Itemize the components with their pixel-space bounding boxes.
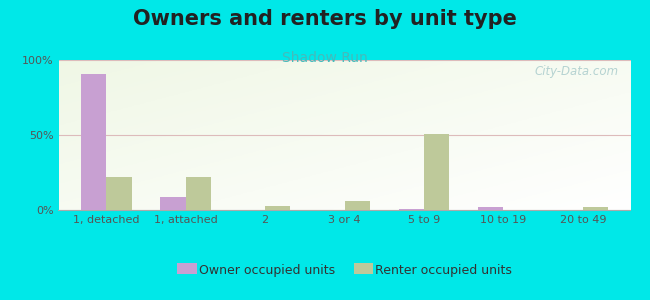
Legend: Owner occupied units, Renter occupied units: Owner occupied units, Renter occupied un…	[172, 259, 517, 282]
Bar	[160, 196, 186, 210]
Bar	[106, 177, 131, 210]
Bar	[398, 208, 424, 210]
Text: City-Data.com: City-Data.com	[535, 64, 619, 77]
Bar	[583, 207, 608, 210]
Text: Shadow Run: Shadow Run	[282, 51, 368, 65]
Bar	[186, 177, 211, 210]
Bar	[478, 207, 503, 210]
Bar	[344, 201, 370, 210]
Bar	[424, 134, 449, 210]
Text: Owners and renters by unit type: Owners and renters by unit type	[133, 9, 517, 29]
Bar	[265, 206, 291, 210]
Bar	[81, 74, 106, 210]
